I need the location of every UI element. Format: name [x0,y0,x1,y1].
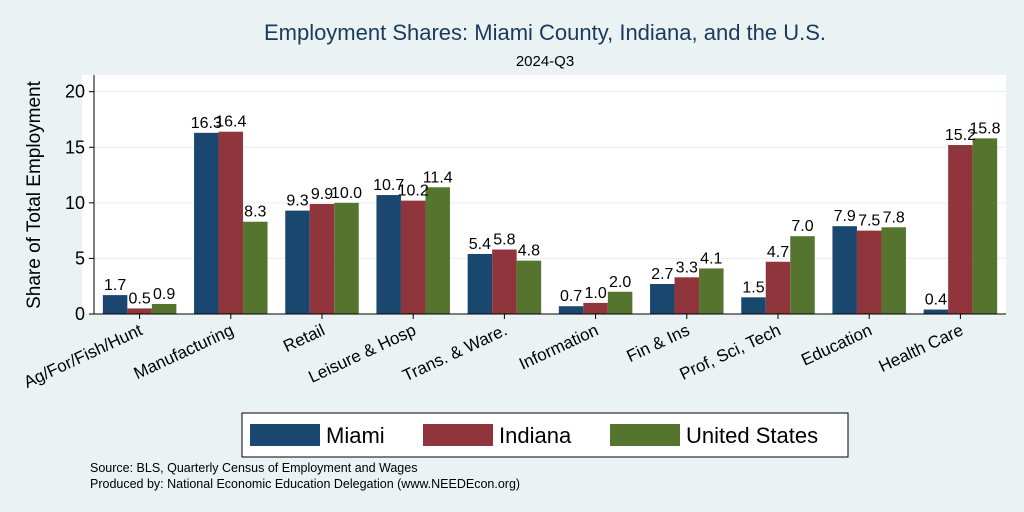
data-label-indiana: 15.2 [945,127,976,144]
data-label-united-states: 7.0 [791,218,813,235]
data-label-indiana: 10.2 [398,183,429,200]
data-label-miami: 7.9 [834,208,856,225]
bar-indiana [856,230,882,314]
legend-swatch-indiana [423,424,493,446]
data-label-miami: 1.7 [104,277,126,294]
data-label-united-states: 7.8 [883,209,905,226]
data-label-miami: 0.4 [925,292,947,309]
bar-miami [650,283,675,314]
bar-united-states [334,202,359,314]
y-tick-label: 0 [75,304,85,324]
bar-united-states [972,138,998,314]
data-label-indiana: 5.8 [493,232,515,249]
bar-indiana [948,145,973,314]
bar-united-states [516,260,542,314]
data-label-united-states: 15.8 [969,120,1000,137]
legend: Miami Indiana United States [241,412,849,458]
data-label-indiana: 9.9 [311,186,333,203]
bars [102,131,998,314]
bar-indiana [492,249,517,314]
data-label-indiana: 1.0 [584,285,606,302]
data-label-indiana: 3.3 [676,259,698,276]
bar-united-states [607,291,633,314]
legend-swatch-miami [250,424,320,446]
bar-indiana [674,277,700,314]
bar-miami [923,309,949,314]
bar-miami [467,253,493,314]
legend-label-united-states: United States [686,423,818,448]
bar-indiana [309,203,335,314]
y-tick-label: 20 [65,82,85,102]
y-tick-label: 15 [65,137,85,157]
bar-miami [376,195,401,314]
legend-swatch-united-states [610,424,680,446]
data-label-miami: 0.7 [560,288,582,305]
bar-indiana [400,200,426,314]
y-tick-label: 5 [75,248,85,268]
data-label-indiana: 4.7 [767,244,789,261]
data-label-indiana: 7.5 [858,213,880,230]
source-note: Source: BLS, Quarterly Census of Employm… [90,461,417,475]
legend-box [241,412,849,458]
data-label-miami: 10.7 [373,177,404,194]
data-label-united-states: 10.0 [331,185,362,202]
bar-indiana [218,131,244,314]
bar-united-states [790,236,815,314]
data-label-united-states: 2.0 [609,274,631,291]
data-label-indiana: 0.5 [128,290,150,307]
bar-miami [741,297,766,314]
bar-indiana [127,308,152,314]
data-label-united-states: 0.9 [153,286,175,303]
produced-by-note: Produced by: National Economic Education… [90,477,520,491]
data-label-united-states: 8.3 [244,204,266,221]
legend-label-miami: Miami [326,423,385,448]
bar-miami [194,132,219,314]
bar-united-states [243,221,268,314]
bar-miami [102,295,128,314]
bar-indiana [765,261,791,314]
bar-miami [285,210,310,314]
bar-united-states [425,187,450,314]
data-labels: 1.70.5 0.9 16.316.4 8.3 9.3 9.910.0 10.710.211… [104,114,1001,309]
data-label-miami: 1.5 [742,279,764,296]
data-label-united-states: 4.8 [518,243,540,260]
bar-miami [832,226,857,314]
y-axis-label: Share of Total Employment [24,80,45,308]
bar-miami [558,306,584,314]
y-tick-label: 10 [65,193,85,213]
data-label-miami: 9.3 [286,193,308,210]
y-tick-labels: 0 5 10 15 20 [65,82,94,324]
chart-title: Employment Shares: Miami County, Indiana… [264,20,826,45]
bar-indiana [583,302,608,314]
data-label-miami: 16.3 [191,115,222,132]
data-label-indiana: 16.4 [215,114,246,131]
data-label-miami: 5.4 [469,236,491,253]
data-label-miami: 2.7 [651,266,673,283]
data-label-united-states: 11.4 [423,169,453,186]
bar-united-states [699,268,724,314]
chart-subtitle: 2024-Q3 [516,53,574,70]
bar-united-states [151,303,177,314]
legend-label-indiana: Indiana [499,423,572,448]
bar-united-states [881,227,906,314]
data-label-united-states: 4.1 [700,250,722,267]
